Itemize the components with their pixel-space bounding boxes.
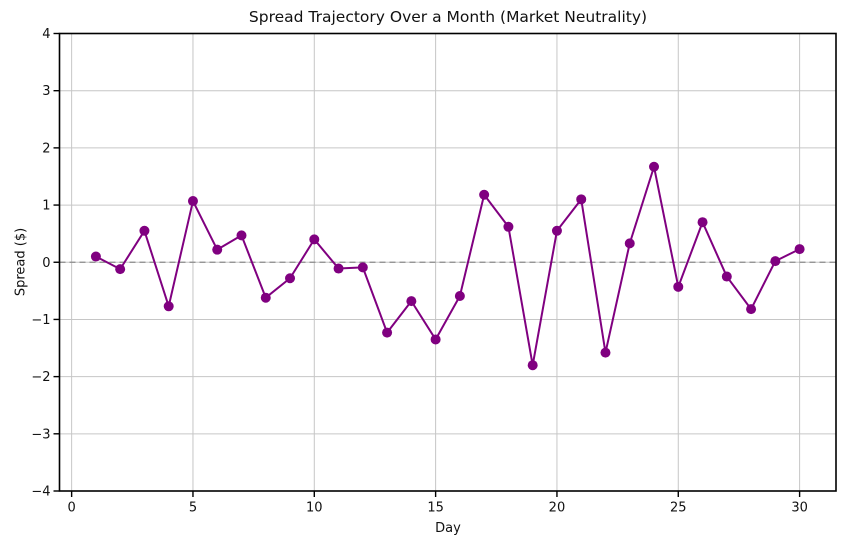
data-point-day-6	[212, 244, 223, 255]
x-tick-label: 5	[189, 501, 197, 516]
data-point-day-3	[139, 225, 150, 236]
y-tick-label: −2	[31, 370, 50, 385]
data-point-day-13	[382, 327, 393, 338]
data-point-day-27	[721, 271, 732, 282]
data-point-day-18	[503, 221, 514, 232]
x-tick-label: 0	[67, 501, 75, 516]
data-point-day-2	[115, 264, 126, 275]
y-tick-label: 4	[42, 27, 50, 42]
data-point-day-14	[406, 296, 417, 307]
data-point-day-15	[430, 334, 441, 345]
chart-title: Spread Trajectory Over a Month (Market N…	[248, 8, 648, 26]
data-point-day-9	[285, 273, 296, 284]
data-point-day-28	[746, 304, 757, 315]
y-tick-label: −3	[31, 427, 50, 442]
data-point-day-30	[794, 244, 805, 255]
data-point-day-8	[260, 292, 271, 303]
y-tick-label: −4	[31, 485, 50, 500]
x-tick-label: 10	[306, 501, 323, 516]
data-point-day-17	[479, 189, 490, 200]
data-point-day-11	[333, 263, 344, 274]
data-point-day-4	[163, 301, 174, 312]
data-point-day-10	[309, 234, 320, 245]
y-tick-label: −1	[31, 313, 50, 328]
x-tick-label: 30	[791, 501, 808, 516]
spread-line	[95, 165, 801, 367]
y-tick-label: 2	[42, 141, 50, 156]
data-point-day-25	[673, 281, 684, 292]
data-point-day-20	[551, 225, 562, 236]
data-point-day-7	[236, 230, 247, 241]
data-point-day-29	[770, 256, 781, 267]
data-point-day-5	[187, 196, 198, 207]
y-tick-label: 0	[42, 256, 50, 271]
y-tick-label: 3	[42, 84, 50, 99]
data-point-day-16	[454, 290, 465, 301]
data-point-day-19	[527, 360, 538, 371]
data-point-day-26	[697, 217, 708, 228]
y-tick-label: 1	[42, 199, 50, 214]
data-point-day-23	[624, 238, 635, 249]
data-point-day-21	[576, 194, 587, 205]
data-point-day-12	[357, 262, 368, 273]
data-point-day-24	[649, 161, 660, 172]
x-tick-label: 20	[549, 501, 566, 516]
data-point-day-1	[90, 251, 101, 262]
x-tick-label: 25	[670, 501, 687, 516]
x-tick-label: 15	[427, 501, 444, 516]
data-point-day-22	[600, 347, 611, 358]
x-axis-label: Day	[435, 521, 461, 536]
